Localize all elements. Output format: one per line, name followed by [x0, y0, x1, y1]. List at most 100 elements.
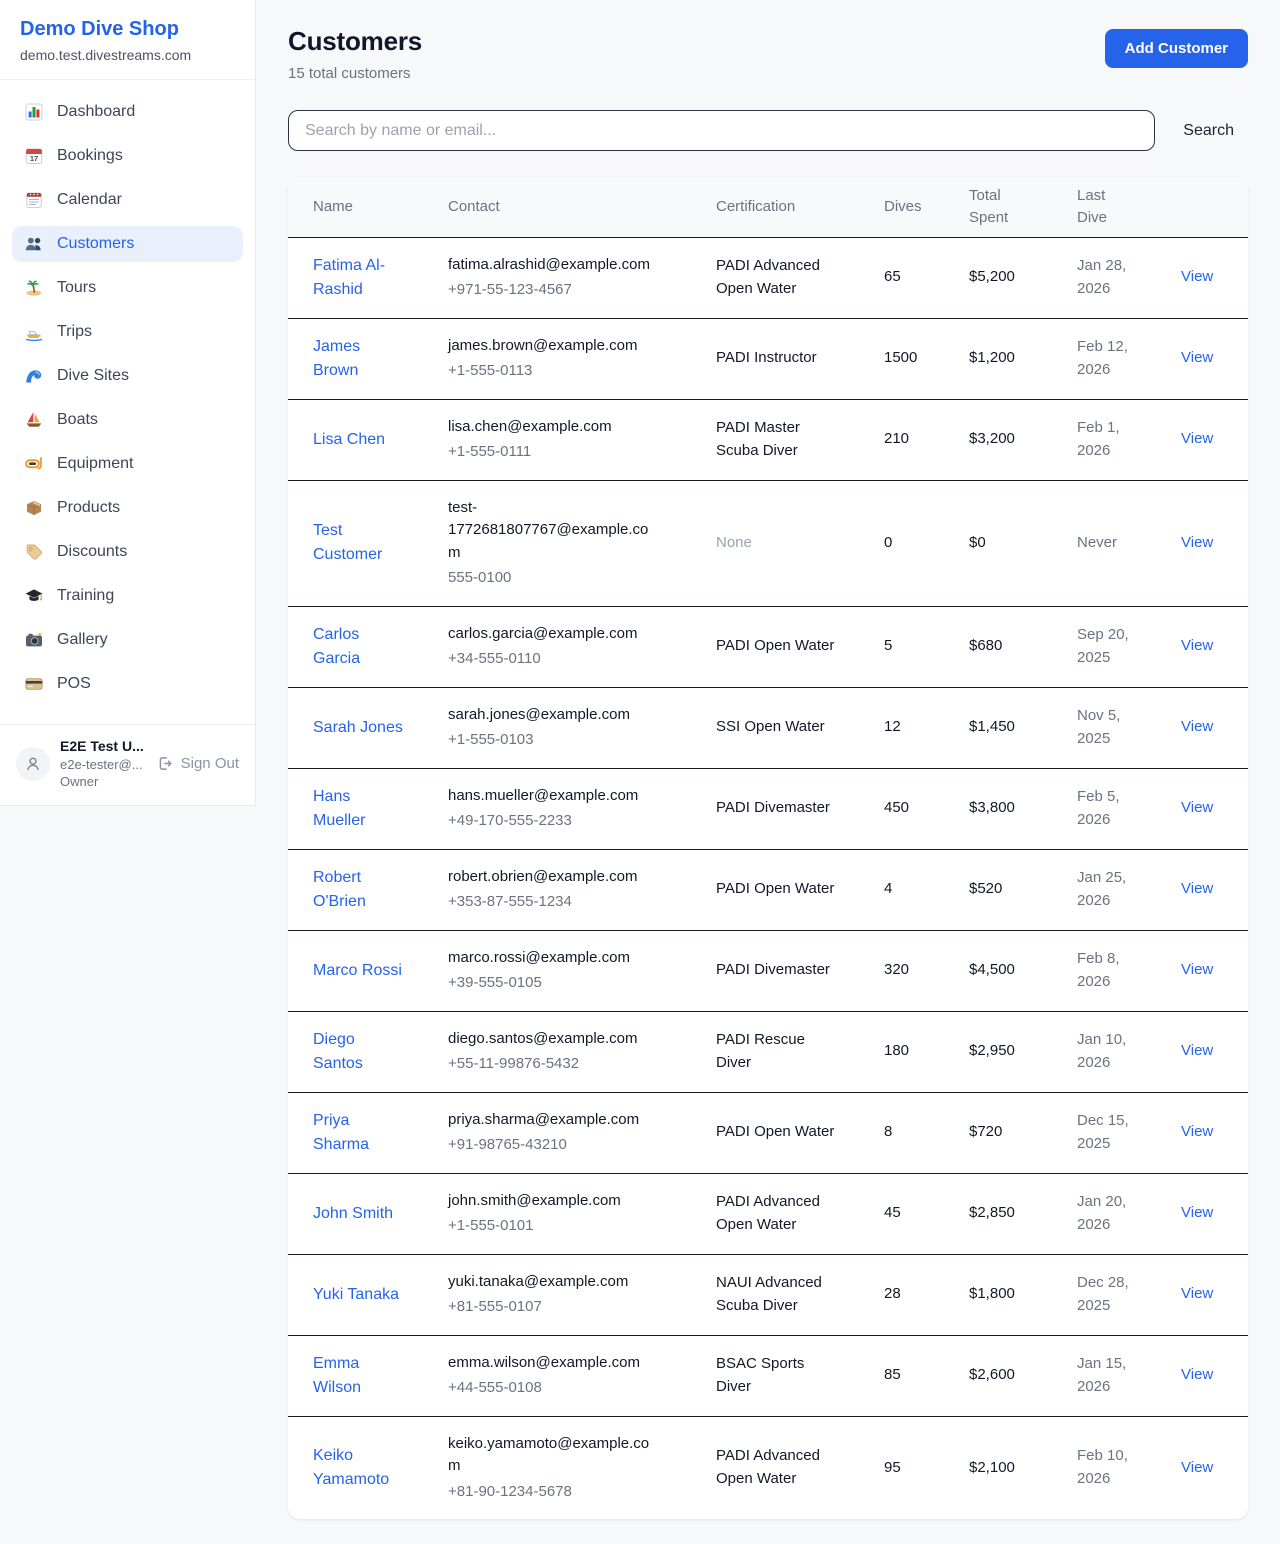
view-link[interactable]: View — [1181, 880, 1214, 898]
customer-phone: +1-555-0111 — [448, 443, 532, 460]
customer-email: robert.obrien@example.com — [448, 867, 638, 885]
pos-icon — [24, 674, 44, 694]
view-link[interactable]: View — [1181, 268, 1214, 286]
customer-name-link[interactable]: Marco Rossi — [313, 961, 402, 979]
customer-total-spent: $520 — [959, 849, 1067, 931]
sidebar-item-label: Bookings — [57, 147, 123, 164]
view-link[interactable]: View — [1181, 1366, 1214, 1384]
customer-email: carlos.garcia@example.com — [448, 624, 638, 642]
customer-name-link[interactable]: Diego Santos — [313, 1030, 363, 1072]
user-name: E2E Test U... — [60, 738, 144, 754]
table-row: Robert O'Brien robert.obrien@example.com… — [288, 849, 1248, 931]
customer-certification: PADI Master Scuba Diver — [716, 419, 800, 459]
table-row: Priya Sharma priya.sharma@example.com +9… — [288, 1092, 1248, 1174]
customer-name-link[interactable]: Keiko Yamamoto — [313, 1446, 390, 1488]
customer-name-link[interactable]: John Smith — [313, 1204, 394, 1222]
brand-name[interactable]: Demo Dive Shop — [20, 18, 179, 40]
customer-name-link[interactable]: James Brown — [313, 337, 361, 379]
sidebar-item-trips[interactable]: Trips — [12, 314, 243, 350]
customer-total-spent: $4,500 — [959, 930, 1067, 1012]
training-icon — [24, 586, 44, 606]
sidebar-item-products[interactable]: Products — [12, 490, 243, 526]
sidebar-item-label: Customers — [57, 235, 135, 252]
customer-last-dive: Jan 15, 2026 — [1077, 1355, 1127, 1395]
table-row: Test Customer test-1772681807767@example… — [288, 480, 1248, 607]
customer-last-dive: Jan 20, 2026 — [1077, 1193, 1127, 1233]
sidebar-item-customers[interactable]: Customers — [12, 226, 243, 262]
customer-dives: 85 — [874, 1335, 959, 1417]
add-customer-button[interactable]: Add Customer — [1104, 29, 1248, 68]
sidebar-item-pos[interactable]: POS — [12, 666, 243, 702]
customer-certification: PADI Instructor — [716, 349, 817, 367]
sidebar-item-gallery[interactable]: Gallery — [12, 622, 243, 658]
brand-domain: demo.test.divestreams.com — [20, 47, 192, 63]
customer-name-link[interactable]: Robert O'Brien — [313, 868, 366, 910]
customer-name-link[interactable]: Lisa Chen — [313, 430, 386, 448]
view-link[interactable]: View — [1181, 1285, 1214, 1303]
sidebar-item-calendar[interactable]: Calendar — [12, 182, 243, 218]
sidebar-item-dive-sites[interactable]: Dive Sites — [12, 358, 243, 394]
search-button[interactable]: Search — [1155, 122, 1248, 140]
customer-last-dive: Feb 12, 2026 — [1077, 338, 1128, 378]
sign-out-button[interactable]: Sign Out — [157, 755, 239, 772]
column-header-certification: Certification — [706, 177, 874, 238]
view-link[interactable]: View — [1181, 349, 1214, 367]
customers-table-body: Fatima Al-Rashid fatima.alrashid@example… — [288, 237, 1248, 1519]
customer-phone: +55-11-99876-5432 — [448, 1055, 580, 1072]
customer-total-spent: $5,200 — [959, 237, 1067, 319]
customer-phone: +34-555-0110 — [448, 650, 541, 667]
sidebar-item-label: Dive Sites — [57, 367, 130, 384]
column-header-dives: Dives — [874, 177, 959, 238]
table-row: Lisa Chen lisa.chen@example.com +1-555-0… — [288, 399, 1248, 481]
sidebar-item-equipment[interactable]: Equipment — [12, 446, 243, 482]
view-link[interactable]: View — [1181, 718, 1214, 736]
sidebar-item-label: Tours — [57, 279, 97, 296]
customer-total-spent: $720 — [959, 1092, 1067, 1174]
customer-certification: BSAC Sports Diver — [716, 1355, 805, 1395]
customer-certification: PADI Advanced Open Water — [716, 1193, 820, 1233]
view-link[interactable]: View — [1181, 1204, 1214, 1222]
customer-name-link[interactable]: Carlos Garcia — [313, 625, 361, 667]
customer-phone: +81-90-1234-5678 — [448, 1482, 572, 1500]
customer-email: priya.sharma@example.com — [448, 1110, 640, 1128]
sidebar-item-training[interactable]: Training — [12, 578, 243, 614]
view-link[interactable]: View — [1181, 1123, 1214, 1141]
customer-phone: +91-98765-43210 — [448, 1136, 567, 1153]
column-header-actions — [1171, 177, 1248, 238]
sidebar-item-bookings[interactable]: 17 Bookings — [12, 138, 243, 174]
customers-table: Name Contact Certification Dives Total S… — [288, 177, 1248, 1519]
customer-name-link[interactable]: Fatima Al-Rashid — [313, 256, 386, 298]
customer-email: yuki.tanaka@example.com — [448, 1272, 629, 1290]
user-section: E2E Test U... e2e-tester@... Owner Sign … — [0, 724, 255, 805]
customer-phone: +971-55-123-4567 — [448, 281, 572, 298]
view-link[interactable]: View — [1181, 961, 1214, 979]
sidebar-item-discounts[interactable]: Discounts — [12, 534, 243, 570]
tours-icon — [24, 278, 44, 298]
customer-name-link[interactable]: Sarah Jones — [313, 718, 403, 736]
customer-dives: 210 — [874, 399, 959, 481]
brand-block: Demo Dive Shop demo.test.divestreams.com — [0, 0, 255, 80]
customer-name-link[interactable]: Yuki Tanaka — [313, 1285, 399, 1303]
customer-phone: 555-0100 — [448, 569, 512, 586]
view-link[interactable]: View — [1181, 1042, 1214, 1060]
sidebar-item-dashboard[interactable]: Dashboard — [12, 94, 243, 130]
view-link[interactable]: View — [1181, 1458, 1214, 1476]
customer-dives: 65 — [874, 237, 959, 319]
customer-name-link[interactable]: Hans Mueller — [313, 787, 366, 829]
customer-last-dive: Sep 20, 2025 — [1077, 626, 1129, 666]
dashboard-icon — [24, 102, 44, 122]
view-link[interactable]: View — [1181, 533, 1214, 551]
view-link[interactable]: View — [1181, 430, 1214, 448]
table-row: Yuki Tanaka yuki.tanaka@example.com +81-… — [288, 1254, 1248, 1336]
sidebar-nav: Dashboard 17 Bookings Calendar Customers… — [0, 80, 255, 724]
sidebar-item-tours[interactable]: Tours — [12, 270, 243, 306]
sidebar-item-boats[interactable]: Boats — [12, 402, 243, 438]
view-link[interactable]: View — [1181, 799, 1214, 817]
customer-name-link[interactable]: Emma Wilson — [313, 1354, 362, 1396]
sidebar-item-label: POS — [57, 675, 91, 692]
search-input[interactable] — [288, 110, 1156, 151]
customer-name-link[interactable]: Priya Sharma — [313, 1111, 370, 1153]
customer-name-link[interactable]: Test Customer — [313, 522, 383, 563]
view-link[interactable]: View — [1181, 637, 1214, 655]
customer-last-dive: Jan 10, 2026 — [1077, 1031, 1127, 1071]
